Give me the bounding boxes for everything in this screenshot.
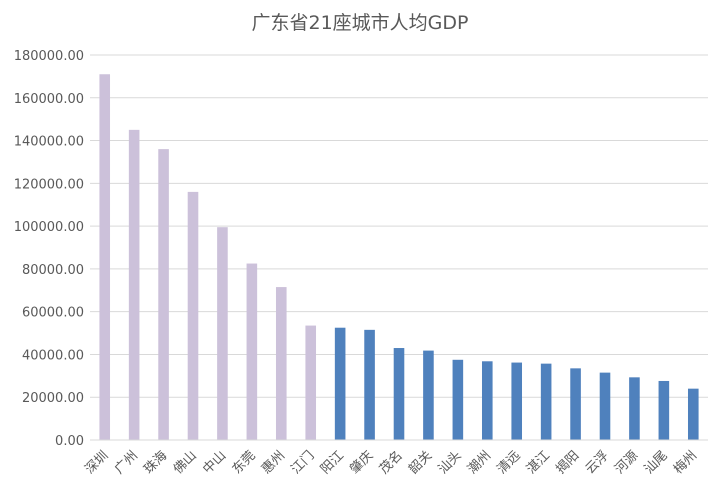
x-tick-label: 揭阳 [553, 448, 582, 477]
y-tick-label: 40000.00 [22, 348, 84, 363]
bar-4 [187, 191, 199, 440]
bar-12 [423, 350, 434, 440]
y-tick-label: 80000.00 [22, 263, 84, 278]
x-tick-label: 深圳 [83, 448, 112, 477]
bar-21 [687, 388, 699, 440]
y-tick-label: 60000.00 [22, 306, 84, 321]
x-tick-label: 珠海 [141, 448, 170, 477]
x-tick-label: 东莞 [230, 448, 259, 477]
bar-13 [452, 359, 464, 440]
x-tick-label: 阳江 [318, 448, 347, 477]
x-tick-label: 湛江 [524, 448, 553, 477]
x-tick-label: 茂名 [376, 448, 406, 478]
bar-18 [599, 372, 611, 440]
x-tick-label: 江门 [289, 448, 318, 477]
x-tick-label: 佛山 [171, 448, 200, 477]
y-tick-label: 100000.00 [14, 220, 84, 235]
bar-1 [99, 74, 111, 440]
bar-2 [128, 129, 140, 440]
bar-15 [511, 362, 523, 440]
x-tick-label: 清远 [495, 448, 524, 477]
y-tick-label: 140000.00 [14, 135, 84, 150]
bar-9 [334, 327, 346, 440]
x-tick-label: 中山 [200, 448, 229, 477]
bar-5 [217, 227, 228, 440]
bar-8 [305, 325, 317, 440]
bar-14 [481, 361, 493, 440]
x-tick-label: 河源 [612, 448, 641, 477]
bar-16 [540, 363, 552, 440]
x-tick-label: 云浮 [583, 448, 612, 477]
bar-17 [570, 368, 581, 440]
y-tick-label: 20000.00 [22, 391, 84, 406]
x-tick-label: 汕尾 [642, 448, 671, 477]
y-tick-label: 160000.00 [14, 92, 84, 107]
bar-7 [275, 287, 287, 440]
bar-11 [393, 348, 405, 440]
y-tick-label: 120000.00 [14, 177, 84, 192]
x-tick-label: 广州 [112, 448, 141, 477]
x-tick-label: 肇庆 [347, 448, 376, 477]
chart-title: 广东省21座城市人均GDP [251, 12, 469, 34]
y-tick-label: 180000.00 [14, 49, 84, 64]
x-tick-label: 梅州 [671, 448, 700, 477]
x-tick-label: 韶关 [406, 448, 436, 478]
bar-6 [246, 263, 258, 440]
bar-3 [158, 149, 169, 440]
bar-20 [658, 380, 670, 440]
x-tick-label: 潮州 [465, 448, 494, 477]
x-tick-label: 惠州 [259, 448, 288, 477]
bar-19 [629, 377, 640, 440]
y-tick-label: 0.00 [55, 434, 84, 449]
bar-10 [364, 329, 375, 440]
x-tick-label: 汕头 [436, 448, 465, 477]
